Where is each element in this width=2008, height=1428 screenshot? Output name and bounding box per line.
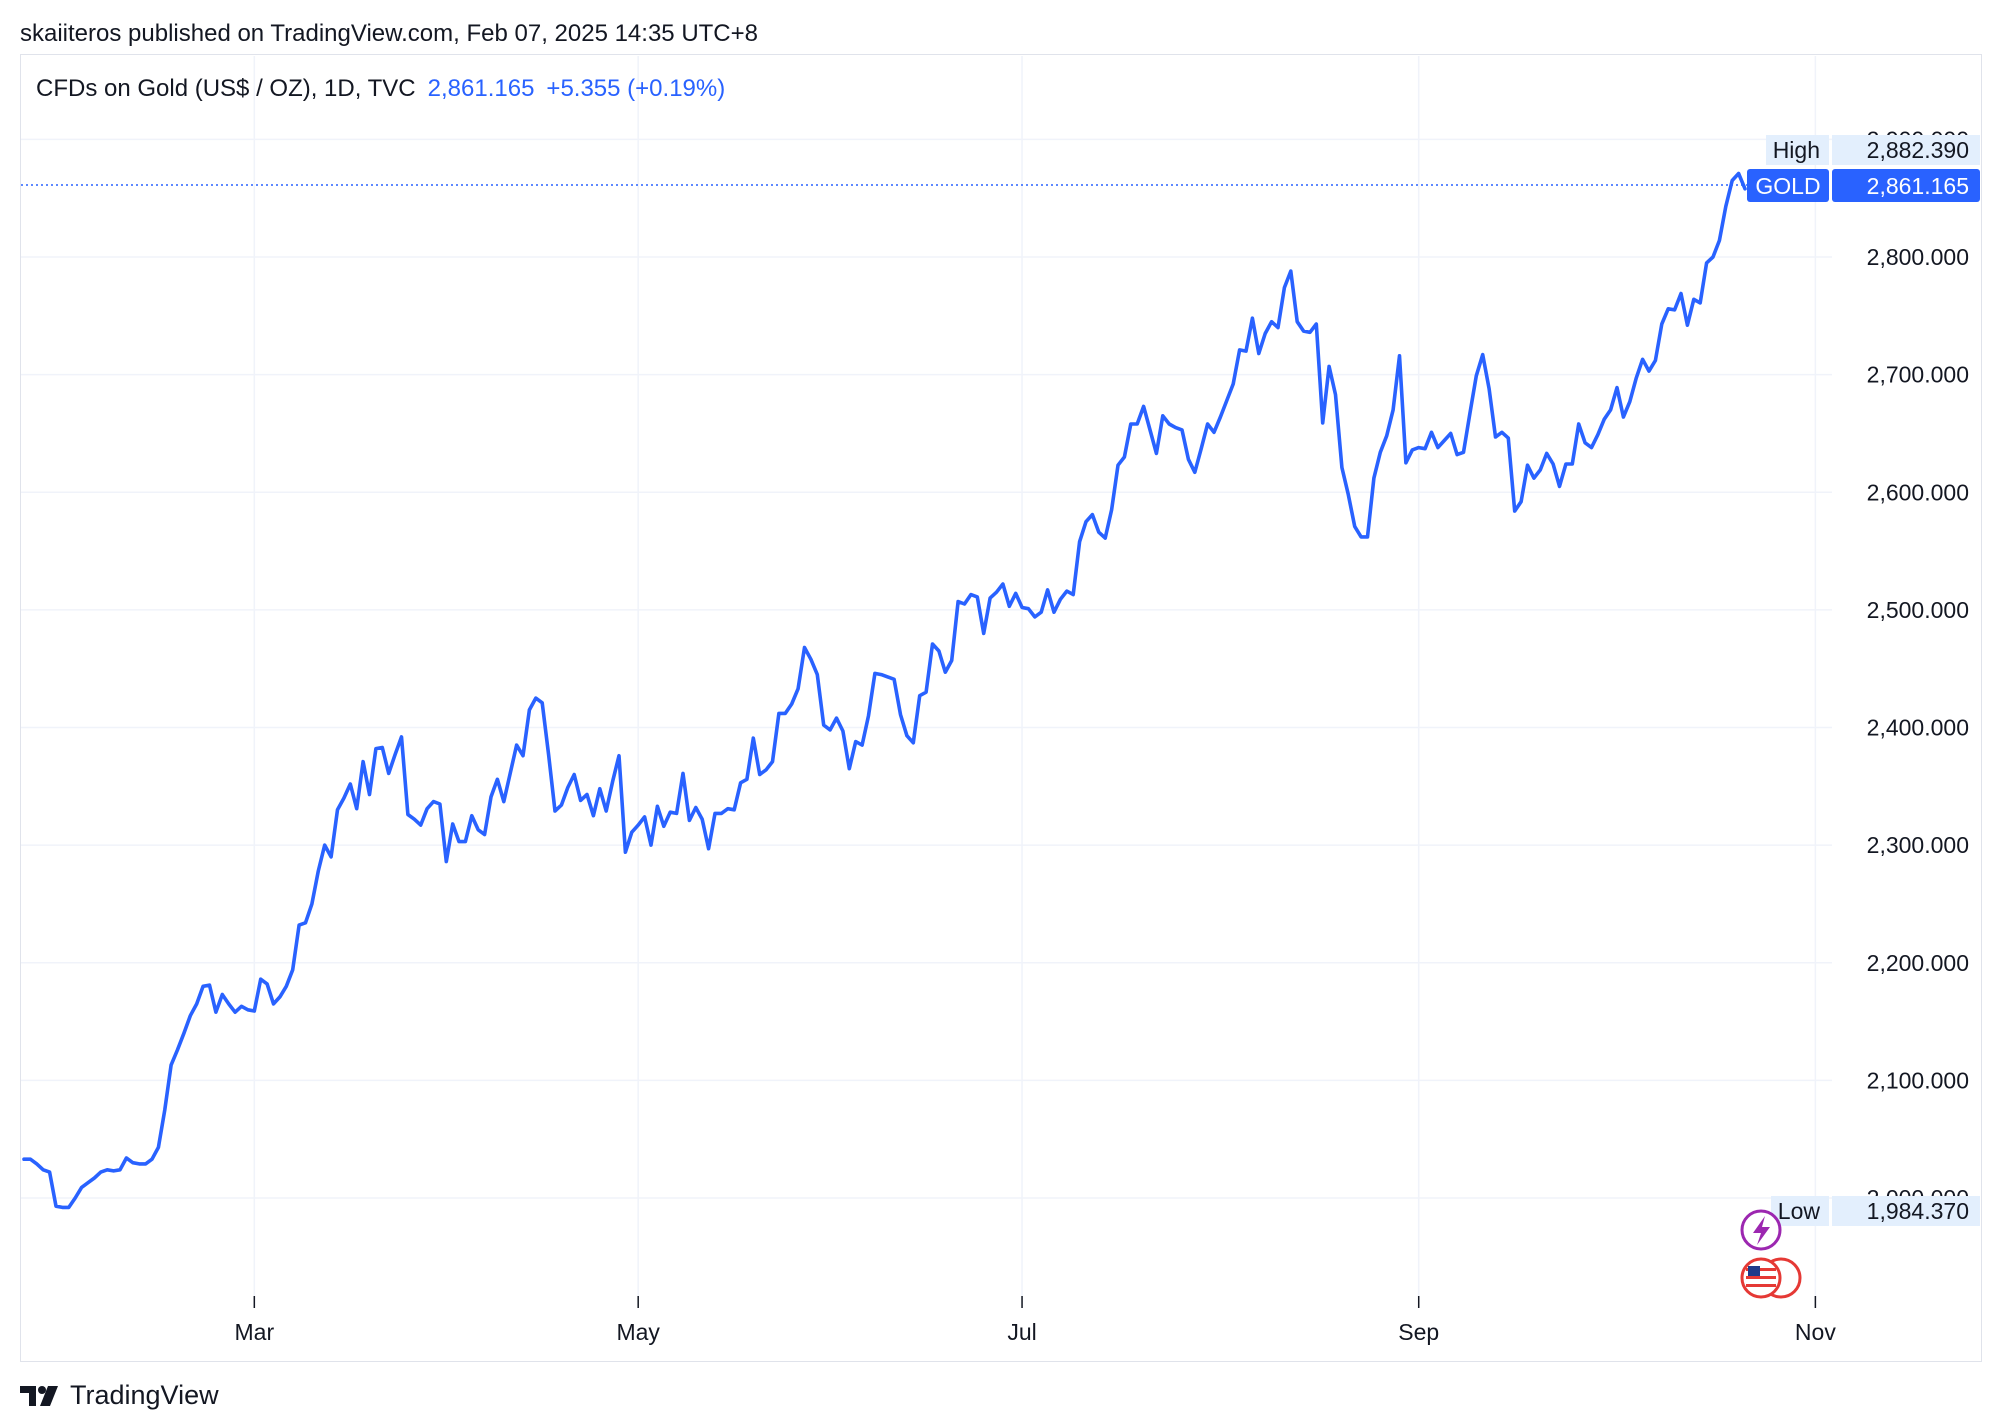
legend-symbol[interactable]: CFDs on Gold (US$ / OZ), 1D, TVC — [36, 75, 416, 102]
low-value-bg — [1832, 1196, 1980, 1226]
gold-symbol-bg — [1747, 169, 1829, 202]
high-label: High 2,882.390 — [1766, 135, 1980, 165]
footer-brand-text: TradingView — [70, 1380, 219, 1410]
y-tick-label: 2,800.000 — [1867, 244, 1969, 270]
footer-brand[interactable]: TradingView — [20, 1380, 219, 1411]
gold-value-bg — [1832, 169, 1980, 202]
x-tick-label: May — [616, 1319, 660, 1345]
y-tick-label: 2,200.000 — [1867, 950, 1969, 976]
y-tick-label: 2,500.000 — [1867, 597, 1969, 623]
high-label-bg — [1766, 135, 1829, 165]
grid-lines — [21, 56, 1832, 1308]
gold-symbol-text: GOLD — [1755, 173, 1820, 199]
low-label-bg — [1771, 1196, 1829, 1226]
lightning-icon[interactable] — [1740, 1209, 1782, 1251]
y-tick-label: 2,700.000 — [1867, 362, 1969, 388]
gold-price-line — [22, 171, 1747, 1210]
low-label-text: Low — [1778, 1198, 1821, 1224]
gold-price-label: GOLD 2,861.165 — [1747, 169, 1980, 202]
x-tick-label: Sep — [1398, 1319, 1439, 1345]
high-value-bg — [1832, 135, 1980, 165]
y-tick-label: 2,100.000 — [1867, 1067, 1969, 1093]
publisher-line: skaiiteros published on TradingView.com,… — [20, 20, 758, 47]
x-tick-label: Nov — [1795, 1319, 1836, 1345]
y-axis: 2,900.0002,800.0002,700.0002,600.0002,50… — [1867, 126, 1969, 1211]
us-flag-icon[interactable] — [1740, 1257, 1802, 1299]
x-tick-label: Mar — [235, 1319, 275, 1345]
legend-price: 2,861.165 — [427, 75, 535, 102]
chart-legend: CFDs on Gold (US$ / OZ), 1D, TVC 2,861.16… — [36, 75, 725, 103]
tradingview-logo-icon — [20, 1385, 58, 1406]
y-tick-label: 2,400.000 — [1867, 715, 1969, 741]
low-value-text: 1,984.370 — [1867, 1198, 1969, 1224]
low-label: Low 1,984.370 — [1771, 1196, 1980, 1226]
chart-frame — [20, 54, 1982, 1362]
gold-value-text: 2,861.165 — [1867, 173, 1969, 199]
x-axis: MarMayJulSepNov2025 — [235, 1296, 1836, 1345]
high-label-text: High — [1773, 137, 1820, 163]
legend-change: +5.355 (+0.19%) — [546, 75, 726, 102]
y-tick-label: 2,300.000 — [1867, 832, 1969, 858]
high-value-text: 2,882.390 — [1867, 137, 1969, 163]
x-tick-label: Jul — [1007, 1319, 1036, 1345]
y-tick-label: 2,600.000 — [1867, 479, 1969, 505]
